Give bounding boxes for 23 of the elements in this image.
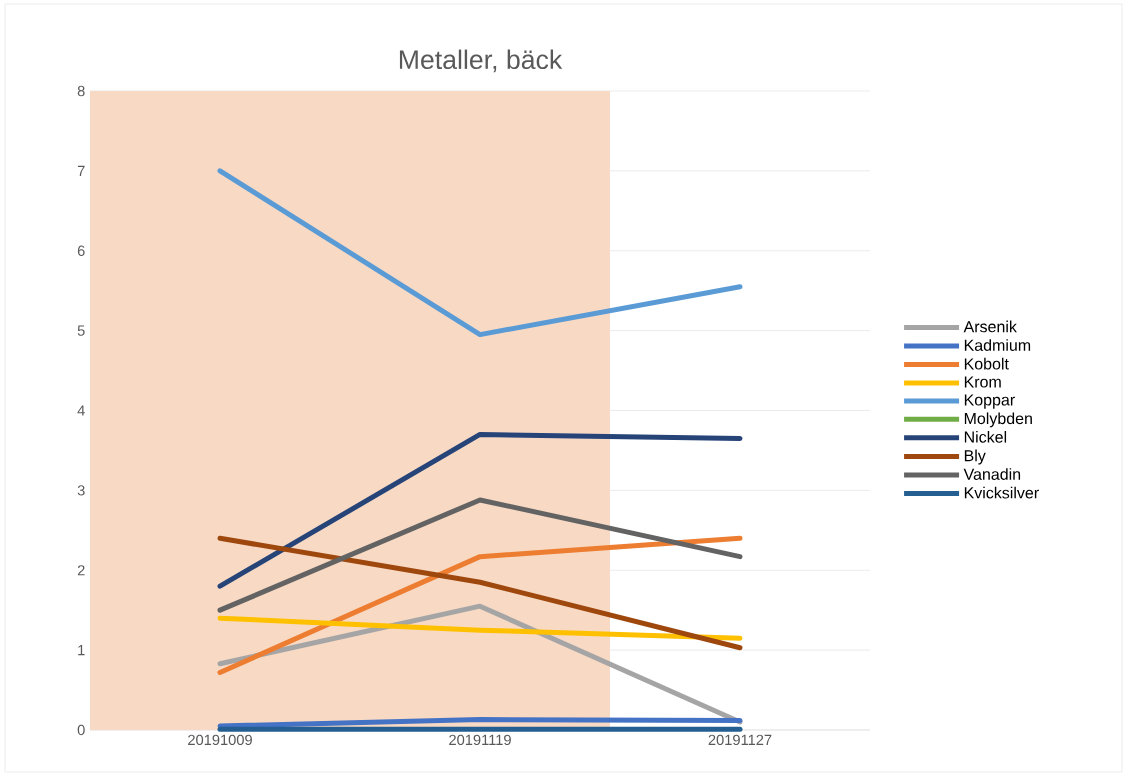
legend-label: Molybden xyxy=(964,412,1032,428)
y-tick-label: 8 xyxy=(77,85,85,97)
chart-title: Metaller, bäck xyxy=(399,49,563,73)
y-tick-label: 2 xyxy=(77,565,85,576)
x-tick-label: 20191009 xyxy=(188,734,252,746)
legend-label: Kvicksilver xyxy=(964,486,1039,499)
legend-label: Nickel xyxy=(964,431,1007,443)
y-tick-label: 3 xyxy=(77,485,85,496)
legend-label: Kadmium xyxy=(964,339,1031,351)
x-tick-label: 20191119 xyxy=(449,734,511,746)
y-tick-label: 6 xyxy=(77,245,85,256)
y-tick-label: 0 xyxy=(77,724,85,736)
y-tick-label: 1 xyxy=(78,645,85,656)
legend-label: Vanadin xyxy=(963,468,1021,480)
y-tick-label: 4 xyxy=(77,405,85,416)
legend-label: Koppar xyxy=(964,394,1015,409)
y-tick-label: 7 xyxy=(77,165,85,176)
legend-label: Kobolt xyxy=(964,357,1009,370)
legend-label: Arsenik xyxy=(963,320,1017,333)
x-tick-label: 20191127 xyxy=(708,734,772,746)
legend-label: Krom xyxy=(964,376,1001,388)
y-tick-label: 5 xyxy=(77,325,85,336)
legend-label: Bly xyxy=(964,449,986,465)
